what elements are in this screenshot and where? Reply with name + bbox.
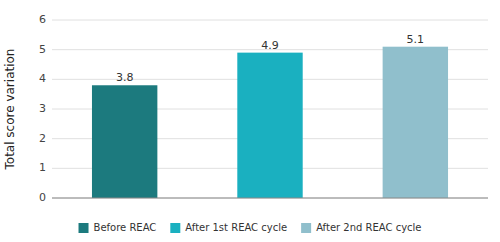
- legend-label: After 2nd REAC cycle: [316, 222, 421, 233]
- bar: [383, 47, 448, 198]
- grid-line: [52, 198, 488, 199]
- data-label: 3.8: [116, 71, 134, 84]
- y-tick-label: 6: [39, 13, 46, 26]
- y-tick-label: 5: [39, 43, 46, 56]
- y-axis-label: Total score variation: [3, 49, 17, 171]
- data-label: 4.9: [261, 39, 279, 52]
- y-tick-label: 3: [39, 102, 46, 115]
- y-tick-label: 0: [39, 191, 46, 204]
- y-tick-label: 4: [39, 72, 46, 85]
- y-tick-label: 1: [39, 161, 46, 174]
- chart-svg: 0 1 2 3 4 5 6 Total score variation 3.8 4.9 5.1 Bef…: [0, 0, 500, 242]
- bars: [92, 47, 448, 198]
- bar: [92, 85, 157, 198]
- legend: Before REAC After 1st REAC cycle After 2nd…: [79, 222, 422, 233]
- x-axis-line: [52, 198, 488, 199]
- legend-swatch: [79, 223, 89, 233]
- data-label: 5.1: [407, 33, 425, 46]
- legend-swatch: [301, 223, 311, 233]
- chart-container: 0 1 2 3 4 5 6 Total score variation 3.8 4.9 5.1 Bef…: [0, 0, 500, 242]
- grid-line: [52, 20, 488, 21]
- legend-label: Before REAC: [94, 222, 157, 233]
- grid: [52, 20, 488, 198]
- legend-swatch: [170, 223, 180, 233]
- legend-label: After 1st REAC cycle: [185, 222, 287, 233]
- y-tick-label: 2: [39, 132, 46, 145]
- bar: [237, 53, 302, 198]
